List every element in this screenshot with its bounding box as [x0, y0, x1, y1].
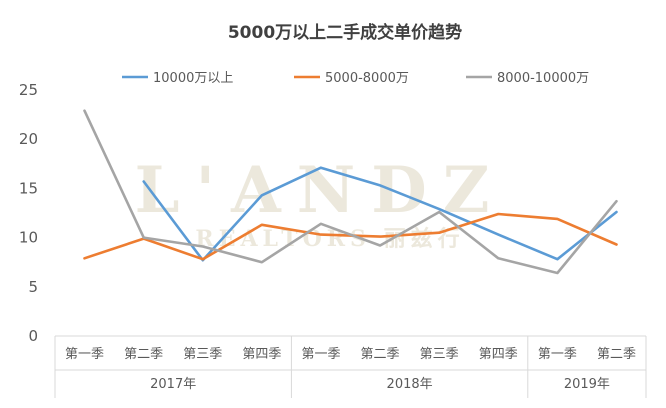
watermark: L'ANDZ REALTORS 丽兹行 [135, 153, 506, 252]
x-tick-label: 第三季 [420, 347, 459, 362]
y-tick-label: 15 [19, 179, 38, 197]
x-tick-label: 第四季 [479, 347, 518, 362]
chart-title: 5000万以上二手成交单价趋势 [228, 22, 462, 43]
legend: 10000万以上 5000-8000万 8000-10000万 [122, 71, 589, 86]
x-group-label: 2018年 [387, 377, 433, 392]
x-tick-label: 第四季 [242, 347, 281, 362]
y-tick-label: 0 [28, 327, 38, 345]
x-tick-label: 第一季 [65, 347, 104, 362]
watermark-brand: L'ANDZ [135, 153, 506, 228]
y-tick-label: 25 [19, 81, 38, 99]
legend-label: 8000-10000万 [497, 71, 589, 86]
x-tick-label: 第二季 [597, 347, 636, 362]
series-line [142, 166, 618, 262]
x-tick-label: 第一季 [538, 347, 577, 362]
legend-label: 5000-8000万 [325, 71, 409, 86]
y-tick-label: 20 [19, 130, 38, 148]
series-line [83, 109, 618, 275]
x-axis: 2017年 2018年 2019年 第一季 第二季 第三季 第四季 第一季 第二季 第三季 第四季 第… [54, 336, 647, 398]
x-tick-label: 第二季 [361, 347, 400, 362]
x-tick-label: 第三季 [183, 347, 222, 362]
x-group-label: 2019年 [564, 377, 610, 392]
x-tick-label: 第二季 [124, 347, 163, 362]
x-group-label: 2017年 [150, 377, 196, 392]
y-tick-label: 5 [28, 278, 38, 296]
y-tick-label: 10 [19, 229, 38, 247]
series-layer [83, 109, 618, 275]
legend-label: 10000万以上 [153, 71, 233, 86]
x-tick-label: 第一季 [301, 347, 340, 362]
y-axis: 0 5 10 15 20 25 [19, 81, 38, 345]
